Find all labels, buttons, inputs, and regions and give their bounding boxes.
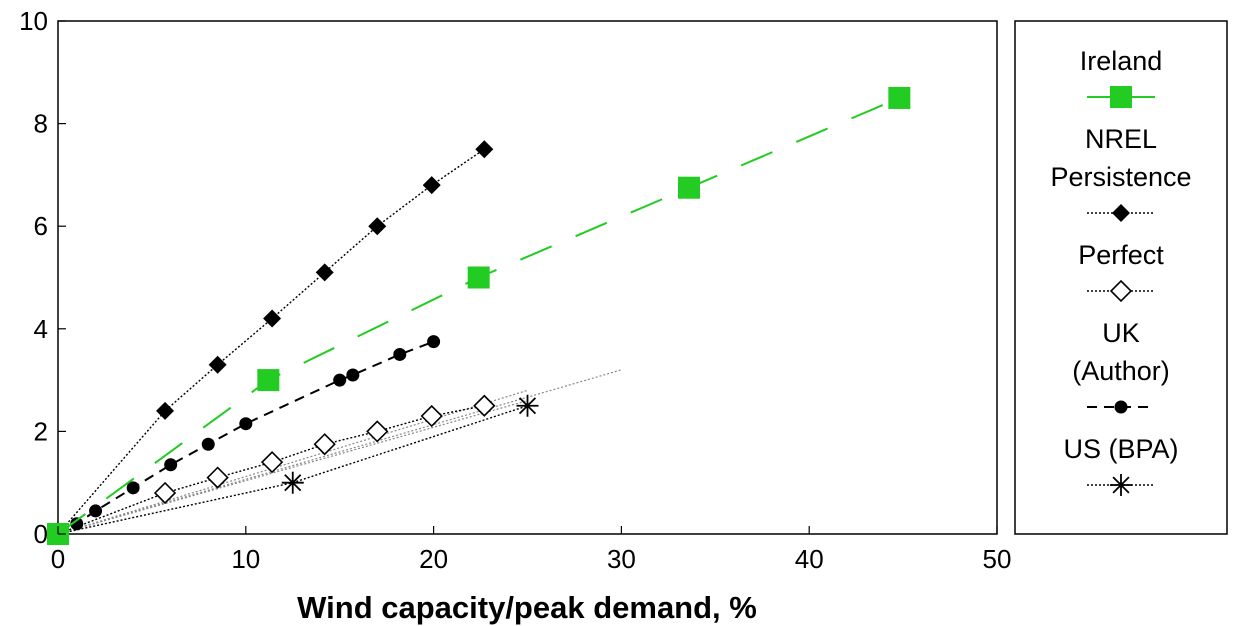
data-point xyxy=(153,481,177,505)
data-point xyxy=(206,466,229,489)
series-perfect xyxy=(46,394,496,546)
data-point xyxy=(239,417,253,431)
data-point xyxy=(422,176,441,195)
legend-entry: US (BPA) xyxy=(1063,434,1179,496)
legend-label: (Author) xyxy=(1072,356,1170,386)
legend-marker xyxy=(1110,474,1132,496)
data-point xyxy=(156,401,175,420)
data-point xyxy=(888,86,911,109)
y-tick-label: 2 xyxy=(34,416,48,446)
x-tick-label: 50 xyxy=(983,544,1012,574)
plot-area-frame xyxy=(57,20,998,535)
trend-line xyxy=(57,389,528,535)
x-tick-label: 40 xyxy=(795,544,824,574)
legend-marker xyxy=(1112,204,1130,222)
data-point xyxy=(315,263,334,282)
y-tick-label: 4 xyxy=(34,314,48,344)
x-tick-label: 20 xyxy=(419,544,448,574)
data-point xyxy=(281,471,304,494)
y-tick-label: 6 xyxy=(34,211,48,241)
x-tick-label: 0 xyxy=(51,544,65,574)
legend-entry: UK (Author) xyxy=(1072,318,1170,414)
data-point xyxy=(346,368,360,382)
data-point xyxy=(257,369,280,392)
legend-marker xyxy=(1114,400,1128,414)
data-point xyxy=(89,504,103,518)
data-point xyxy=(313,433,336,456)
legend-marker xyxy=(1110,86,1132,108)
data-point xyxy=(126,481,140,495)
data-point xyxy=(427,335,441,349)
y-tick-label: 8 xyxy=(34,109,48,139)
data-point xyxy=(393,347,407,361)
x-axis-label: Wind capacity/peak demand, % xyxy=(297,590,757,625)
axes: 0 10 20 30 40 50 0 2 4 6 8 10 xyxy=(19,6,1011,574)
legend-entry: Perfect xyxy=(1078,240,1164,303)
data-point xyxy=(678,176,701,199)
legend-label: Persistence xyxy=(1050,162,1191,192)
data-point xyxy=(366,420,389,443)
legend: IrelandNRELPersistencePerfectUK(Author)U… xyxy=(1050,46,1192,496)
legend-marker xyxy=(1109,279,1133,303)
series-ireland xyxy=(47,86,911,545)
x-tick-label: 10 xyxy=(231,544,260,574)
data-point xyxy=(260,451,284,474)
data-point xyxy=(70,517,84,531)
data-point xyxy=(164,458,178,472)
y-tick-label: 10 xyxy=(19,6,48,36)
legend-label: UK xyxy=(1102,318,1140,348)
y-tick-label: 0 xyxy=(34,519,48,549)
data-point xyxy=(263,309,282,328)
data-point xyxy=(516,394,539,417)
series-line xyxy=(57,148,485,535)
data-point xyxy=(333,373,347,387)
series-layer xyxy=(46,86,911,546)
data-point xyxy=(420,404,443,428)
legend-label: NREL xyxy=(1085,124,1157,154)
trend-line xyxy=(57,400,528,535)
series-line xyxy=(57,405,485,535)
data-point xyxy=(208,355,227,374)
legend-entry: Ireland xyxy=(1080,46,1163,108)
legend-label: Ireland xyxy=(1080,46,1163,76)
data-point xyxy=(368,217,387,236)
legend-entry: NREL Persistence xyxy=(1050,124,1192,222)
data-point xyxy=(475,140,494,159)
x-tick-label: 30 xyxy=(607,544,636,574)
legend-label: US (BPA) xyxy=(1063,434,1178,464)
data-point xyxy=(201,437,215,451)
data-point xyxy=(467,266,490,289)
legend-label: Perfect xyxy=(1078,240,1164,270)
data-point xyxy=(473,394,496,417)
